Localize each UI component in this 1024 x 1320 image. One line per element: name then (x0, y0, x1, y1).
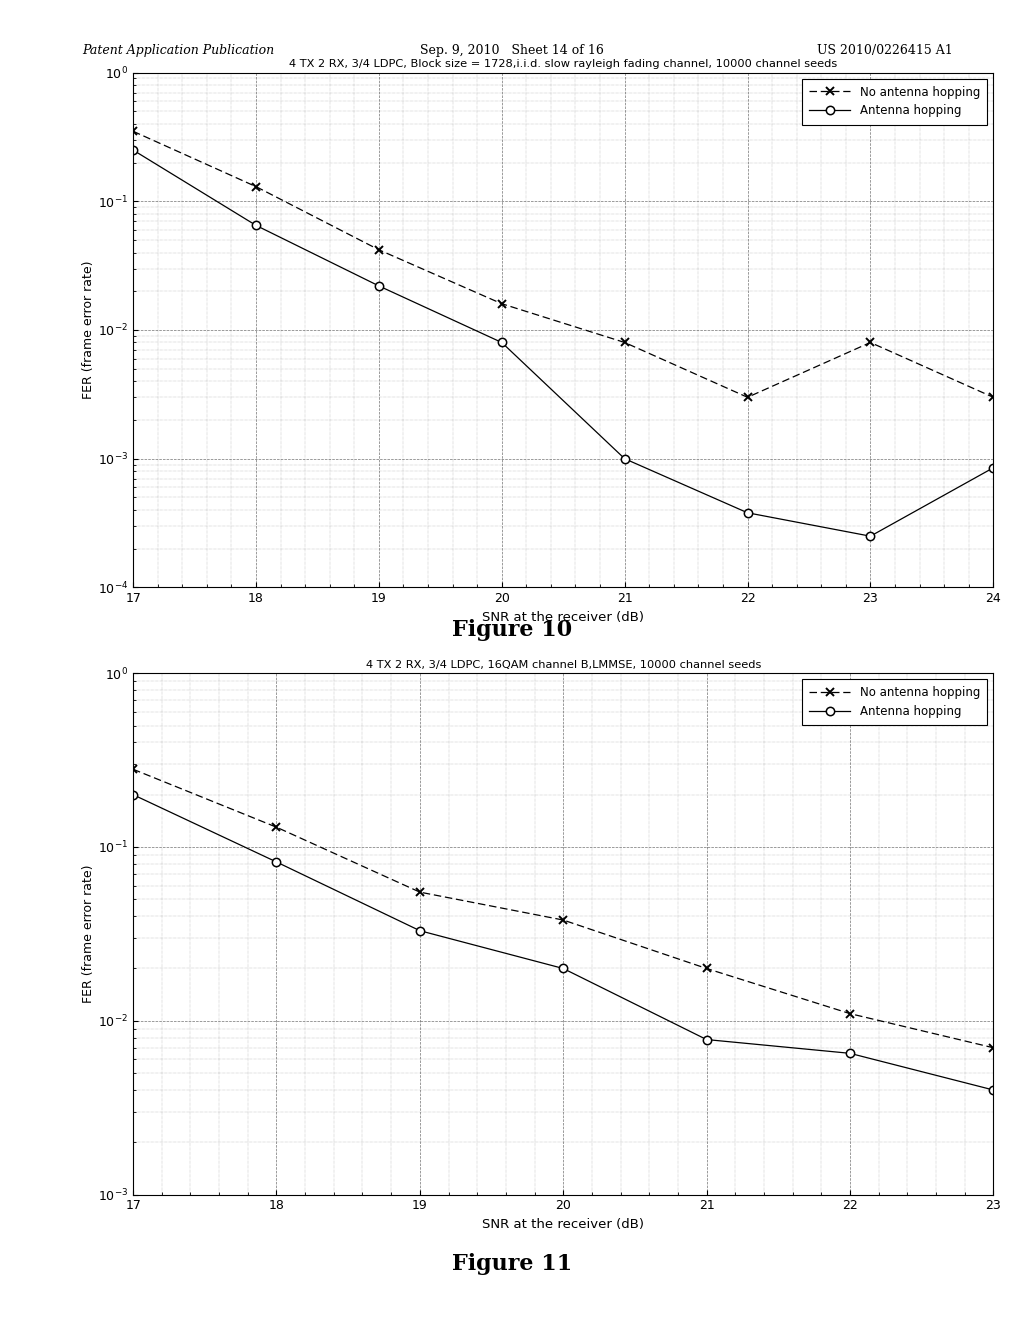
Line: Antenna hopping: Antenna hopping (129, 147, 997, 540)
Antenna hopping (127, 143, 139, 158)
Antenna hopping (700, 1032, 713, 1048)
Title: 4 TX 2 RX, 3/4 LDPC, 16QAM channel B,LMMSE, 10000 channel seeds: 4 TX 2 RX, 3/4 LDPC, 16QAM channel B,LMM… (366, 660, 761, 669)
No antenna hopping (844, 1006, 856, 1022)
Antenna hopping (618, 451, 631, 467)
No antenna hopping (987, 1040, 999, 1056)
Antenna hopping (270, 854, 283, 870)
No antenna hopping (700, 961, 713, 977)
Antenna hopping (864, 528, 877, 544)
No antenna hopping (127, 762, 139, 777)
Line: No antenna hopping: No antenna hopping (129, 127, 997, 401)
No antenna hopping (127, 123, 139, 139)
Antenna hopping (250, 218, 262, 234)
No antenna hopping (618, 334, 631, 350)
Legend: No antenna hopping, Antenna hopping: No antenna hopping, Antenna hopping (802, 678, 987, 725)
Title: 4 TX 2 RX, 3/4 LDPC, Block size = 1728,i.i.d. slow rayleigh fading channel, 1000: 4 TX 2 RX, 3/4 LDPC, Block size = 1728,i… (289, 59, 838, 69)
No antenna hopping (557, 912, 569, 928)
Y-axis label: FER (frame error rate): FER (frame error rate) (82, 865, 95, 1003)
Antenna hopping (127, 787, 139, 803)
Legend: No antenna hopping, Antenna hopping: No antenna hopping, Antenna hopping (802, 78, 987, 124)
Text: Patent Application Publication: Patent Application Publication (82, 44, 274, 57)
X-axis label: SNR at the receiver (dB): SNR at the receiver (dB) (482, 1218, 644, 1232)
No antenna hopping (496, 296, 508, 312)
Antenna hopping (987, 1082, 999, 1098)
Text: Figure 11: Figure 11 (452, 1253, 572, 1275)
No antenna hopping (250, 178, 262, 194)
No antenna hopping (373, 242, 385, 257)
Text: Sep. 9, 2010   Sheet 14 of 16: Sep. 9, 2010 Sheet 14 of 16 (420, 44, 604, 57)
Antenna hopping (373, 279, 385, 294)
Antenna hopping (414, 923, 426, 939)
X-axis label: SNR at the receiver (dB): SNR at the receiver (dB) (482, 611, 644, 624)
Text: US 2010/0226415 A1: US 2010/0226415 A1 (816, 44, 952, 57)
No antenna hopping (864, 334, 877, 350)
Y-axis label: FER (frame error rate): FER (frame error rate) (82, 261, 95, 399)
Line: No antenna hopping: No antenna hopping (129, 766, 997, 1052)
No antenna hopping (987, 389, 999, 405)
Text: Figure 10: Figure 10 (452, 619, 572, 642)
Antenna hopping (844, 1045, 856, 1061)
No antenna hopping (270, 820, 283, 836)
Antenna hopping (741, 504, 754, 520)
Antenna hopping (557, 961, 569, 977)
Line: Antenna hopping: Antenna hopping (129, 791, 997, 1094)
No antenna hopping (414, 884, 426, 900)
No antenna hopping (741, 389, 754, 405)
Antenna hopping (496, 334, 508, 350)
Antenna hopping (987, 459, 999, 475)
